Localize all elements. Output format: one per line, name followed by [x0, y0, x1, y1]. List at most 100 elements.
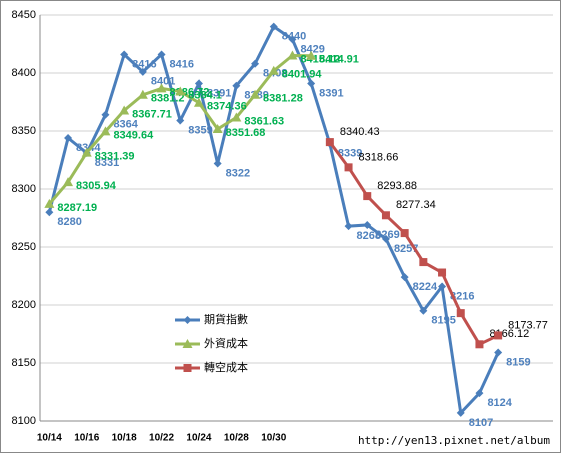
data-point — [176, 116, 185, 125]
y-tick-label: 8300 — [12, 183, 36, 195]
y-tick-label: 8150 — [12, 357, 36, 369]
x-tick-label: 10/14 — [37, 433, 62, 444]
data-point — [363, 192, 372, 201]
data-point — [438, 282, 447, 291]
data-point — [63, 177, 74, 187]
legend-label: 期貨指數 — [204, 312, 248, 326]
x-tick-label: 10/28 — [224, 433, 249, 444]
data-label: 8293.88 — [377, 180, 417, 192]
data-point — [269, 22, 278, 31]
data-point — [44, 198, 55, 208]
data-label: 8322 — [226, 167, 250, 179]
data-point — [456, 408, 465, 417]
data-point — [475, 389, 484, 398]
watermark-bg — [310, 432, 555, 450]
data-label: 8374.36 — [207, 101, 247, 113]
data-point — [81, 147, 92, 157]
legend-label: 外資成本 — [204, 336, 248, 350]
data-label: 8216 — [450, 290, 474, 302]
x-tick-label: 10/18 — [112, 433, 137, 444]
data-point — [100, 126, 111, 136]
data-point — [64, 133, 73, 142]
data-point — [400, 273, 409, 282]
x-tick-label: 10/30 — [261, 433, 286, 444]
y-tick-label: 8450 — [12, 9, 36, 21]
data-point — [287, 50, 298, 60]
data-label: 8401.94 — [282, 69, 323, 81]
data-point — [307, 79, 316, 88]
x-tick-label: 10/24 — [186, 433, 211, 444]
data-point — [306, 50, 317, 60]
data-label: 8351.68 — [226, 127, 266, 139]
data-point — [456, 309, 465, 318]
data-label: 8159 — [506, 356, 530, 368]
y-tick-label: 8250 — [12, 241, 36, 253]
data-point — [288, 35, 297, 44]
data-label: 8414.91 — [319, 54, 359, 66]
data-label: 8107 — [469, 417, 493, 429]
data-point — [213, 159, 222, 168]
legend-marker — [183, 316, 192, 324]
y-tick-label: 8400 — [12, 67, 36, 79]
data-label: 8339 — [338, 148, 362, 160]
data-point — [193, 97, 204, 107]
data-label: 8359 — [188, 124, 212, 136]
data-label: 8331.39 — [95, 150, 135, 162]
data-point — [175, 86, 186, 96]
data-label: 8287.19 — [57, 202, 97, 214]
data-label: 8124 — [487, 397, 512, 409]
data-label: 8391 — [319, 87, 343, 99]
data-label: 8381.28 — [263, 93, 303, 105]
data-point — [494, 331, 503, 340]
data-label: 8173.77 — [508, 319, 548, 331]
data-label: 8280 — [57, 216, 81, 228]
data-point — [232, 81, 241, 90]
data-label: 8305.94 — [76, 180, 117, 192]
data-point — [344, 163, 353, 172]
data-point — [363, 220, 372, 229]
data-label: 8331 — [95, 157, 119, 169]
data-point — [419, 258, 428, 267]
data-label: 8268 — [357, 230, 381, 242]
data-label: 8391 — [207, 87, 231, 99]
data-label: 8318.66 — [359, 151, 399, 163]
data-point — [475, 340, 484, 349]
data-label: 8367.71 — [132, 108, 172, 120]
data-label: 8401 — [151, 76, 175, 88]
series-line — [328, 141, 499, 347]
data-label: 8381.2 — [151, 93, 185, 105]
data-point — [251, 59, 260, 68]
legend-marker — [183, 364, 192, 372]
data-label: 8416 — [132, 58, 156, 70]
data-point — [381, 234, 390, 243]
data-label: 8277.34 — [396, 199, 436, 211]
data-label: 8429 — [300, 43, 324, 55]
data-point — [119, 105, 130, 115]
data-point — [194, 79, 203, 88]
y-tick-label: 8350 — [12, 125, 36, 137]
data-point — [231, 112, 242, 122]
data-point — [381, 211, 390, 220]
data-point — [268, 65, 279, 75]
data-point — [325, 138, 334, 147]
x-tick-label: 10/16 — [74, 433, 99, 444]
data-label: 8384.1 — [188, 89, 222, 101]
data-label: 8416 — [170, 58, 194, 70]
data-point — [250, 89, 261, 99]
data-label: 8364 — [113, 119, 138, 131]
data-point — [344, 222, 353, 231]
data-label: 8224 — [413, 281, 438, 293]
data-label: 8195 — [431, 315, 455, 327]
data-label: 8349.64 — [113, 129, 154, 141]
data-point — [101, 110, 110, 119]
data-point — [494, 348, 503, 357]
data-point — [120, 50, 129, 59]
y-tick-label: 8100 — [12, 415, 36, 427]
data-label: 8440 — [282, 31, 306, 43]
data-point — [45, 208, 54, 217]
data-point — [138, 67, 147, 76]
data-point — [156, 83, 167, 93]
data-point — [137, 89, 148, 99]
